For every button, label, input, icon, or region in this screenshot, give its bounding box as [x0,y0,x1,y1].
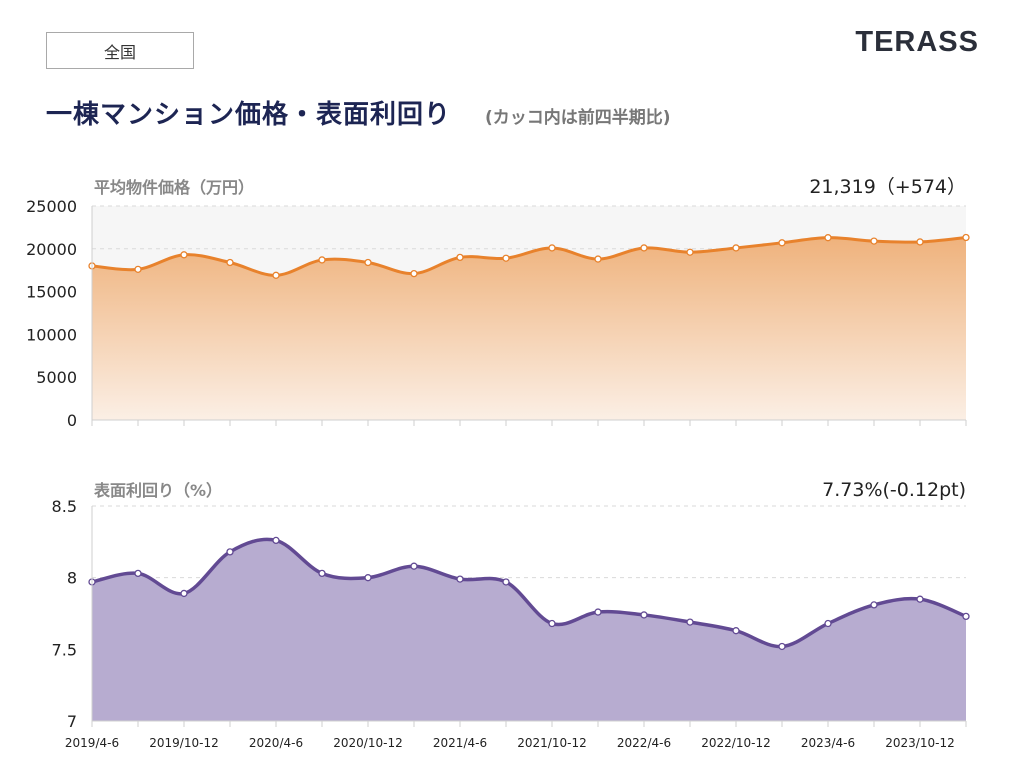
yield-y-tick-label: 8 [67,569,77,588]
price-y-tick-label: 0 [67,411,77,430]
yield-latest-value: 7.73%(-0.12pt) [822,479,966,501]
price-y-tick-label: 20000 [26,240,77,259]
x-tick-label: 2022/10-12 [701,736,770,750]
x-tick-label: 2020/10-12 [333,736,402,750]
yield-data-point [364,574,372,582]
yield-data-point [732,627,740,635]
price-data-point [916,238,924,246]
price-data-point [594,255,602,263]
yield-data-point [272,536,280,545]
price-series-line [91,236,967,277]
price-data-point [778,239,786,247]
price-area-fill [92,237,966,420]
yield-data-point [134,569,142,578]
x-tick-label: 2020/4-6 [249,736,303,750]
x-tick-label: 2022/4-6 [617,736,671,750]
price-chart-title: 平均物件価格（万円） [94,178,254,197]
price-data-point [364,258,372,267]
price-y-tick-label: 25000 [26,197,77,216]
yield-y-tick-label: 7 [67,712,77,731]
price-data-point [410,269,418,278]
yield-data-point [686,618,694,626]
region-badge: 全国 [46,32,194,69]
x-tick-label: 2023/10-12 [885,736,954,750]
yield-chart-title: 表面利回り（%） [93,481,222,500]
page-subtitle: (カッコ内は前四半期比) [485,108,671,128]
yield-data-point [640,611,648,619]
yield-data-point [226,548,234,556]
yield-data-point [456,575,464,583]
terass-logo: TERASS [855,26,979,58]
x-tick-label: 2019/4-6 [65,736,119,750]
yield-data-point [824,619,832,628]
yield-data-point [870,601,878,609]
price-y-tick-label: 15000 [26,283,77,302]
yield-data-point [962,612,970,621]
yield-data-point [410,562,418,570]
yield-data-point [502,578,510,586]
yield-data-point [548,619,556,628]
yield-data-point [916,595,924,603]
yield-data-point [594,608,602,616]
price-data-point [226,258,234,267]
price-data-point [962,233,970,242]
yield-area-fill [92,539,966,721]
page-title: 一棟マンション価格・表面利回り [46,100,452,130]
price-data-point [640,244,648,252]
price-data-point [180,251,188,259]
x-tick-label: 2023/4-6 [801,736,855,750]
yield-y-tick-label: 7.5 [52,640,77,659]
price-data-point [272,271,280,279]
yield-data-point [318,569,326,578]
yield-data-point [180,589,188,598]
yield-data-point [778,642,786,651]
price-data-point [456,253,464,262]
price-data-point [824,234,832,242]
price-data-point [134,265,142,273]
price-data-point [686,248,694,256]
x-tick-label: 2019/10-12 [149,736,218,750]
title-row: 一棟マンション価格・表面利回り (カッコ内は前四半期比) [46,94,671,131]
x-tick-label: 2021/4-6 [433,736,487,750]
price-data-point [870,237,878,245]
price-data-point [502,254,510,262]
price-latest-value: 21,319（+574） [809,176,966,198]
price-data-point [732,244,740,252]
yield-y-tick-label: 8.5 [52,497,77,516]
price-data-point [318,256,326,264]
x-tick-label: 2021/10-12 [517,736,586,750]
price-data-point [548,244,556,252]
price-y-tick-label: 5000 [36,368,77,387]
price-y-tick-label: 10000 [26,325,77,344]
